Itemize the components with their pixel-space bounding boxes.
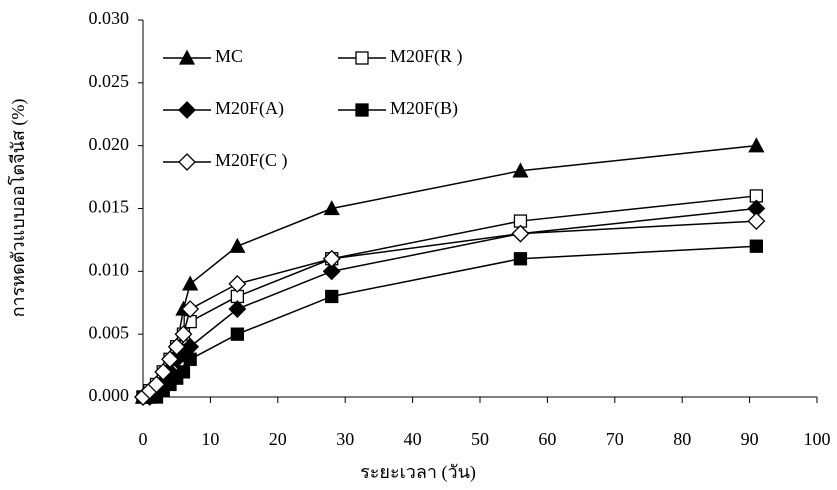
point <box>167 337 186 356</box>
series-line <box>143 144 757 398</box>
y-axis-label: การหดตัวแบบออโตจีนัส (%) <box>7 99 29 318</box>
point <box>325 289 339 304</box>
legend-label: MC <box>215 46 243 66</box>
y-tick-label: 0.005 <box>89 322 130 342</box>
y-tick-label: 0.000 <box>89 385 130 405</box>
x-tick-label: 80 <box>673 429 691 449</box>
y-tick-label: 0.010 <box>89 259 130 279</box>
x-tick-label: 50 <box>471 429 489 449</box>
x-tick-label: 40 <box>404 429 422 449</box>
point <box>176 365 191 379</box>
y-tick-label: 0.020 <box>89 134 130 154</box>
series-line <box>143 245 757 398</box>
point <box>228 300 247 318</box>
point <box>174 325 193 344</box>
point <box>183 352 197 366</box>
point <box>182 275 199 291</box>
point <box>511 224 530 243</box>
x-tick-label: 100 <box>804 429 831 449</box>
point <box>181 300 200 318</box>
point <box>748 137 765 153</box>
legend-marker <box>355 51 369 65</box>
x-tick-label: 30 <box>336 429 354 449</box>
legend-label: M20F(A) <box>215 98 284 119</box>
x-tick-label: 20 <box>269 429 287 449</box>
point <box>147 375 166 394</box>
x-tick-label: 0 <box>139 429 148 449</box>
point <box>512 162 529 178</box>
point <box>323 200 340 216</box>
point <box>228 274 247 293</box>
x-axis-label: ระยะเวลา (วัน) <box>360 462 476 483</box>
point <box>322 262 341 281</box>
point <box>230 327 245 341</box>
y-tick-label: 0.030 <box>89 8 130 28</box>
legend-label: M20F(C ) <box>215 150 288 171</box>
legend-marker <box>178 101 196 119</box>
point <box>322 249 341 268</box>
x-tick-label: 60 <box>538 429 556 449</box>
legend-label: M20F(B) <box>390 98 458 119</box>
legend-marker <box>355 103 369 117</box>
point <box>749 239 763 253</box>
y-tick-label: 0.025 <box>89 71 130 91</box>
y-tick-label: 0.015 <box>89 197 130 217</box>
x-tick-label: 70 <box>606 429 624 449</box>
point <box>747 212 766 230</box>
legend-marker <box>178 49 196 65</box>
point <box>513 252 528 266</box>
point <box>229 237 246 253</box>
legend-label: M20F(R ) <box>390 46 463 67</box>
point <box>161 350 179 369</box>
x-tick-label: 10 <box>201 429 219 449</box>
point <box>154 362 173 381</box>
x-tick-label: 90 <box>741 429 759 449</box>
legend-marker <box>178 153 196 171</box>
